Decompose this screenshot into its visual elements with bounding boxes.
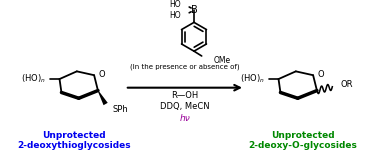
Text: B: B	[191, 5, 198, 15]
Text: DDQ, MeCN: DDQ, MeCN	[160, 102, 210, 111]
Text: HO: HO	[169, 0, 181, 9]
Text: Unprotected: Unprotected	[271, 131, 334, 140]
Text: hν: hν	[179, 114, 190, 123]
Text: Unprotected: Unprotected	[42, 131, 106, 140]
Text: (HO)$_n$: (HO)$_n$	[21, 73, 46, 85]
Text: 2-deoxythioglycosides: 2-deoxythioglycosides	[17, 141, 131, 150]
Text: 2-deoxy-O-glycosides: 2-deoxy-O-glycosides	[248, 141, 357, 150]
Text: SPh: SPh	[112, 105, 128, 114]
Text: OR: OR	[340, 80, 352, 89]
Text: OMe: OMe	[213, 56, 230, 65]
Text: R—OH: R—OH	[171, 91, 199, 100]
Text: (In the presence or absence of): (In the presence or absence of)	[130, 63, 240, 70]
Text: HO: HO	[169, 11, 181, 20]
Text: (HO)$_n$: (HO)$_n$	[240, 73, 265, 85]
Text: O: O	[318, 70, 325, 79]
Text: O: O	[99, 70, 106, 79]
Polygon shape	[98, 90, 108, 105]
